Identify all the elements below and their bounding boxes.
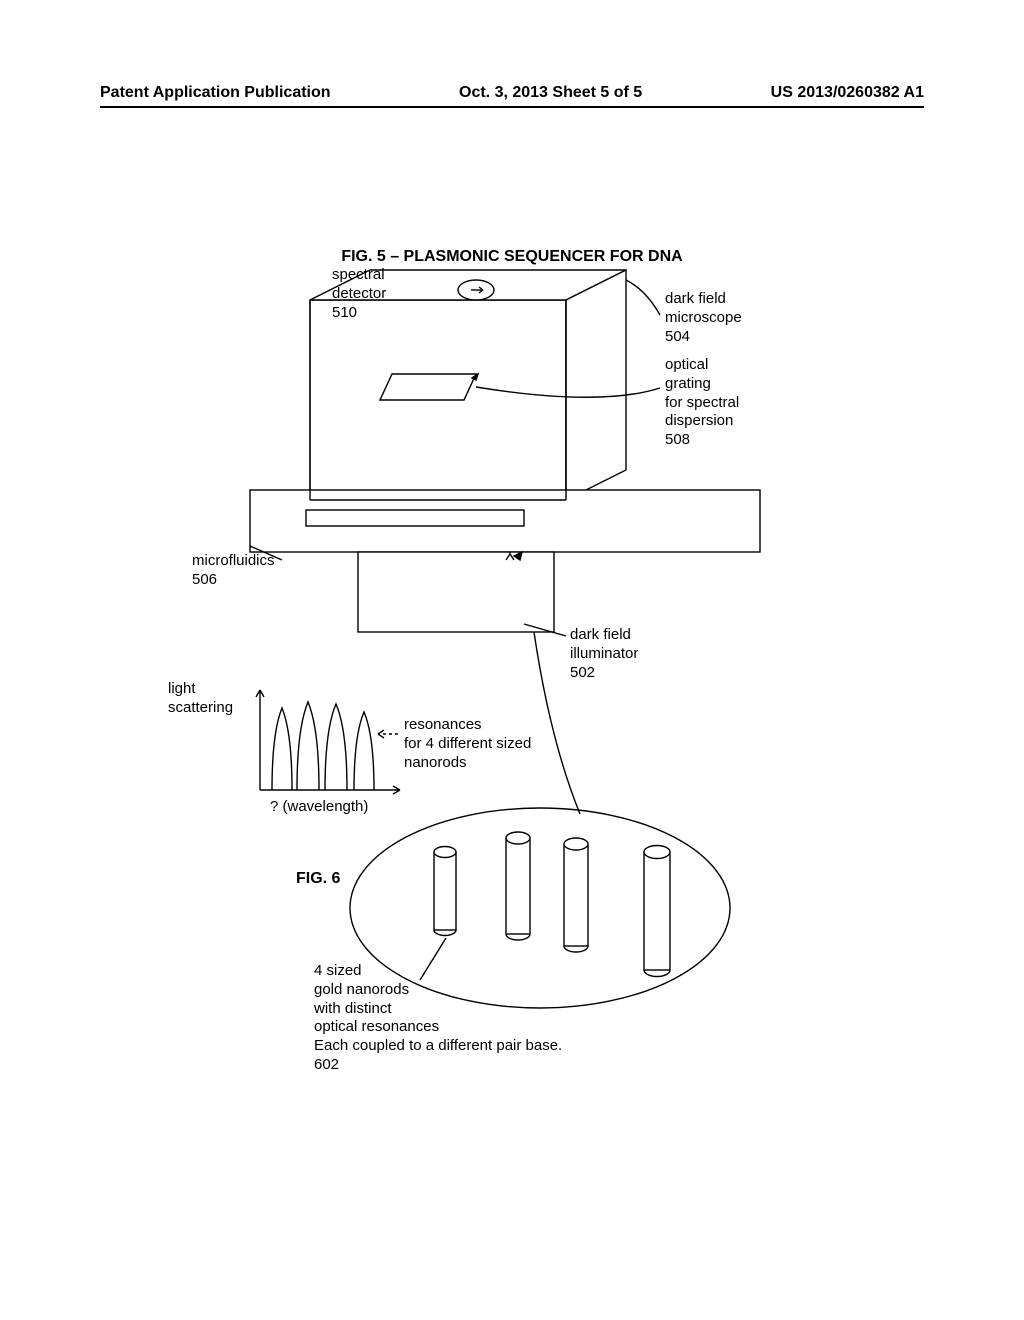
- label-dark-field-microscope: dark field microscope 504: [665, 290, 742, 346]
- header-left: Patent Application Publication: [100, 84, 331, 102]
- label-wavelength: ? (wavelength): [270, 798, 368, 817]
- figure-6-caption: 4 sized gold nanorods with distinct opti…: [314, 962, 562, 1075]
- label-optical-grating: optical grating for spectral dispersion …: [665, 356, 739, 450]
- patent-header: Patent Application Publication Oct. 3, 2…: [0, 84, 1024, 102]
- figure-6-title: FIG. 6: [296, 870, 340, 888]
- label-spectral-detector: spectral detector 510: [332, 266, 386, 322]
- label-resonances: resonances for 4 different sized nanorod…: [404, 716, 531, 772]
- label-light-scattering: light scattering: [168, 680, 233, 718]
- header-center: Oct. 3, 2013 Sheet 5 of 5: [459, 84, 642, 102]
- label-microfluidics: microfluidics 506: [192, 552, 275, 590]
- header-right: US 2013/0260382 A1: [771, 84, 924, 102]
- label-dark-field-illuminator: dark field illuminator 502: [570, 626, 638, 682]
- header-rule: [100, 106, 924, 108]
